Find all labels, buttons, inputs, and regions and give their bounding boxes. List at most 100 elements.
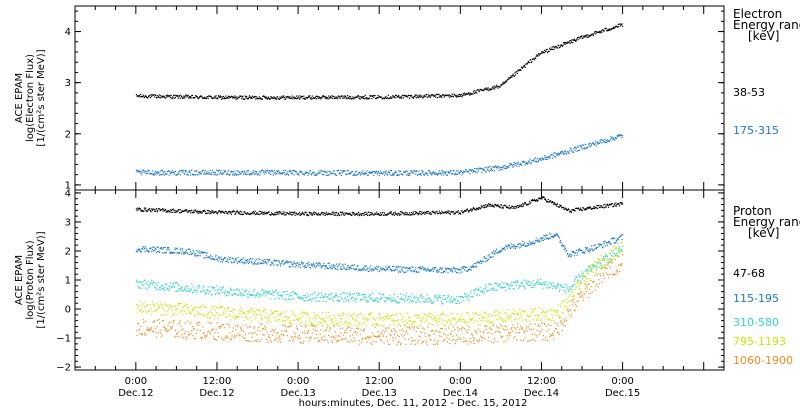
data-point [182,252,184,254]
data-point [496,86,498,88]
data-point [166,249,168,251]
data-point [232,294,234,296]
data-point [174,306,176,308]
data-point [412,97,414,99]
data-point [426,320,428,322]
data-point [501,207,503,209]
data-point [600,141,602,143]
legend-entry: 310-580 [733,316,779,329]
data-point [556,310,559,312]
data-point [288,97,290,99]
data-point [258,263,260,265]
data-point [445,269,447,271]
data-point [356,315,358,317]
data-point [612,205,615,208]
data-point [445,211,447,213]
data-point [187,307,189,309]
data-point [413,300,415,302]
data-point [549,237,551,239]
data-point [580,250,582,252]
data-point [282,211,284,213]
data-point [193,291,195,293]
data-point [489,165,491,168]
data-point [412,301,414,303]
data-point [323,319,325,321]
data-point [153,94,155,96]
data-point [373,269,375,271]
data-point [431,269,433,271]
data-point [193,314,195,316]
data-point [165,310,167,312]
data-point [455,96,458,98]
data-point [480,262,482,265]
data-point [402,94,404,96]
data-point [418,97,420,99]
data-point [457,173,459,175]
data-point [458,318,460,320]
data-point [547,157,549,159]
data-point [158,250,160,252]
data-point [470,318,472,320]
data-point [174,309,176,311]
data-point [138,171,140,173]
data-point [140,209,142,211]
data-point [229,258,231,260]
data-point [227,213,229,215]
data-point [236,210,238,212]
data-point [587,34,589,36]
data-point [235,174,237,176]
data-point [241,309,243,311]
data-point [516,245,518,248]
data-point [252,258,254,260]
data-point [584,251,586,253]
data-point [256,309,258,311]
data-point [533,159,535,161]
data-point [188,290,190,292]
data-point [222,172,224,174]
data-point [577,36,579,39]
data-point [170,211,172,213]
data-point [549,156,551,158]
data-point [419,213,421,215]
data-point [372,324,374,326]
data-point [204,209,206,211]
data-point [361,299,363,301]
data-point [311,322,313,325]
data-point [332,266,334,268]
data-point [592,142,594,144]
data-point [416,299,419,301]
data-point [162,170,164,172]
data-point [382,294,384,296]
data-point [143,169,145,171]
data-point [308,172,310,174]
data-point [346,268,348,270]
data-point [448,171,450,173]
data-point [555,156,557,158]
data-point [236,96,238,98]
data-point [371,317,373,319]
data-point [348,213,350,215]
data-point [179,212,181,214]
data-point [552,157,554,159]
data-point [569,40,571,42]
data-point [182,210,184,212]
data-point [366,318,368,320]
data-point [437,173,439,175]
data-point [465,266,467,269]
data-point [475,209,477,211]
data-point [618,25,620,27]
data-point [494,250,496,252]
data-point [407,173,409,175]
data-point [390,174,392,176]
data-point [140,171,142,173]
data-point [203,97,205,99]
data-point [264,308,266,311]
data-point [145,248,147,250]
data-point [214,309,217,311]
data-point [214,294,217,296]
data-point [249,96,251,98]
data-point [574,210,576,212]
data-point [213,97,215,99]
data-point [452,96,454,98]
data-point [443,270,445,272]
